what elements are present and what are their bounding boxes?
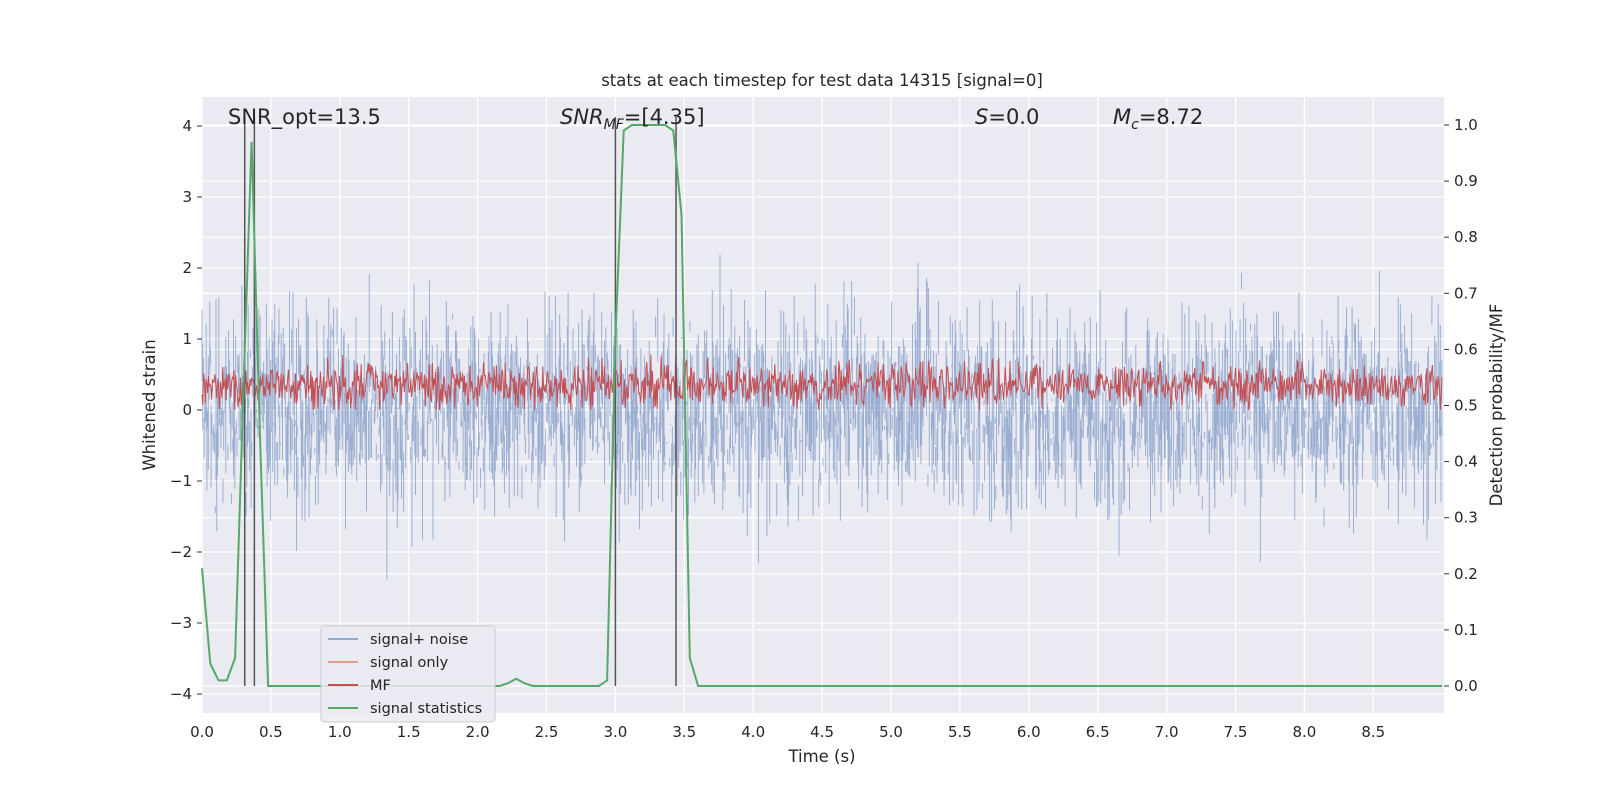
x-axis-label: Time (s) — [787, 747, 855, 766]
left-y-tick-label: 0 — [182, 401, 192, 419]
x-tick-label: 7.0 — [1155, 723, 1179, 741]
left-y-tick-label: 4 — [182, 117, 192, 135]
right-y-tick-label: 1.0 — [1454, 116, 1478, 134]
x-tick-label: 0.5 — [259, 723, 283, 741]
x-tick-label: 2.5 — [535, 723, 559, 741]
left-y-tick-label: 1 — [182, 330, 192, 348]
x-axis-ticks: 0.0 0.5 1.0 1.5 2.0 2.5 3.0 3.5 4.0 4.5 5.0 5.5 6.0 6… — [190, 723, 1385, 741]
left-y-tick-label: −2 — [170, 543, 192, 561]
x-tick-label: 0.0 — [190, 723, 214, 741]
x-tick-label: 3.0 — [603, 723, 627, 741]
x-tick-label: 7.5 — [1224, 723, 1248, 741]
right-y-tick-label: 0.8 — [1454, 228, 1478, 246]
x-tick-label: 1.0 — [328, 723, 352, 741]
legend-box — [320, 625, 496, 723]
right-y-tick-label: 0.3 — [1454, 509, 1478, 527]
right-y-tick-label: 0.4 — [1454, 453, 1478, 471]
x-tick-label: 6.0 — [1017, 723, 1041, 741]
x-tick-label: 8.5 — [1361, 723, 1385, 741]
legend: signal+ noise signal only MF signal stat… — [320, 625, 496, 723]
x-tick-label: 4.5 — [810, 723, 834, 741]
right-y-tick-label: 0.7 — [1454, 284, 1478, 302]
right-y-tick-label: 0.2 — [1454, 565, 1478, 583]
chart-title: stats at each timestep for test data 143… — [601, 71, 1043, 90]
right-y-tick-label: 0.1 — [1454, 621, 1478, 639]
legend-label-mf: MF — [370, 678, 391, 694]
left-y-tick-label: 2 — [182, 259, 192, 277]
x-tick-label: 3.5 — [672, 723, 696, 741]
annotation-snr-mf: SNRMF=[4.35] — [560, 105, 705, 133]
left-y-tick-label: −3 — [170, 614, 192, 632]
right-y-tick-label: 0.9 — [1454, 172, 1478, 190]
right-y-tick-label: 0.5 — [1454, 397, 1478, 415]
x-tick-label: 6.5 — [1086, 723, 1110, 741]
x-tick-label: 1.5 — [397, 723, 421, 741]
right-y-tick-label: 0.0 — [1454, 677, 1478, 695]
annotation-mc: Mc=8.72 — [1113, 105, 1203, 133]
annotation-snr-opt: SNR_opt=13.5 — [228, 105, 381, 130]
x-tick-label: 8.0 — [1292, 723, 1316, 741]
right-y-axis-ticks: 1.0 0.9 0.8 0.7 0.6 0.5 0.4 0.3 0.2 0.1 0.0 — [1444, 116, 1478, 695]
annotation-s: S=0.0 — [975, 105, 1039, 129]
x-tick-label: 5.5 — [948, 723, 972, 741]
legend-label-stats: signal statistics — [370, 701, 482, 717]
mf-series — [201, 354, 1443, 411]
left-y-tick-label: −4 — [170, 685, 192, 703]
right-y-axis-label: Detection probability/MF — [1487, 304, 1506, 507]
mf-trace — [201, 354, 1443, 411]
left-y-tick-label: −1 — [170, 472, 192, 490]
x-tick-label: 2.0 — [466, 723, 490, 741]
left-y-axis-ticks: 4 3 2 1 0 −1 −2 −3 −4 — [170, 117, 202, 703]
left-y-axis-label: Whitened strain — [140, 339, 159, 470]
x-tick-label: 4.0 — [741, 723, 765, 741]
x-tick-label: 5.0 — [879, 723, 903, 741]
left-y-tick-label: 3 — [182, 188, 192, 206]
right-y-tick-label: 0.6 — [1454, 340, 1478, 358]
grid-lines — [201, 97, 1444, 713]
legend-label-noise: signal+ noise — [370, 632, 468, 648]
legend-label-signal: signal only — [370, 655, 449, 671]
